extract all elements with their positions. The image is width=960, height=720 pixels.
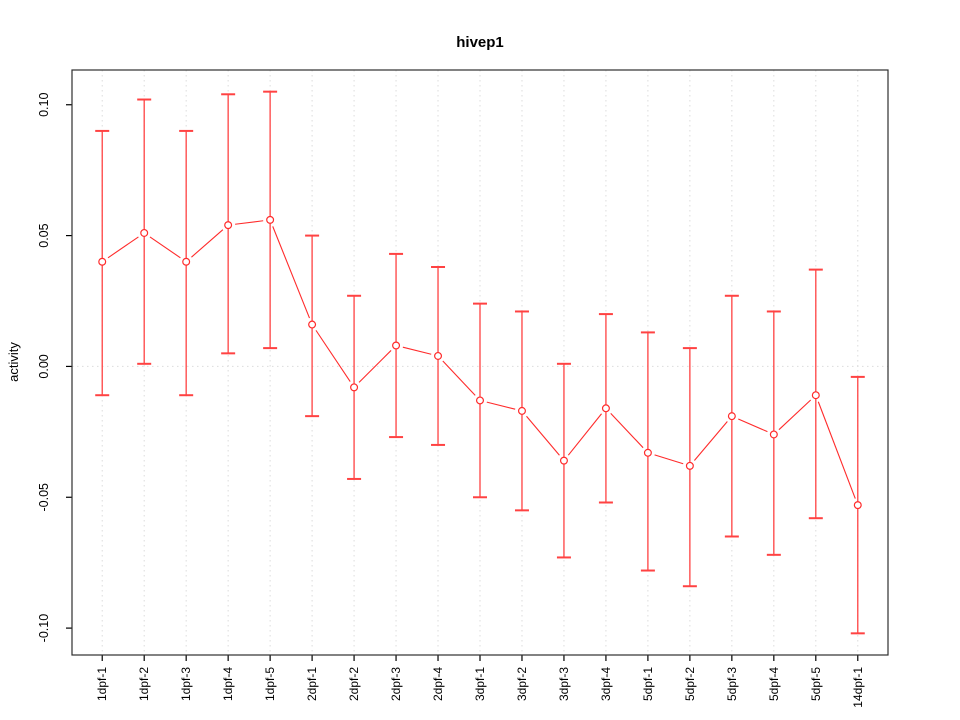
data-point bbox=[392, 341, 401, 350]
data-point bbox=[853, 501, 862, 510]
series-segment bbox=[738, 418, 768, 433]
data-point bbox=[601, 404, 610, 413]
data-point bbox=[98, 257, 107, 266]
series-segment bbox=[817, 401, 856, 499]
series-segment bbox=[610, 413, 644, 449]
chart-title: hivep1 bbox=[456, 34, 504, 51]
y-tick-label: -0.05 bbox=[37, 483, 51, 512]
y-tick-label: 0.00 bbox=[37, 354, 51, 378]
series-segment bbox=[402, 346, 432, 355]
data-point bbox=[727, 412, 736, 421]
series-segment bbox=[315, 330, 351, 382]
x-tick-label: 1dpf-3 bbox=[179, 667, 193, 701]
series-segment bbox=[693, 421, 728, 461]
data-point bbox=[434, 351, 443, 360]
data-point bbox=[182, 257, 191, 266]
y-tick-label: -0.10 bbox=[37, 614, 51, 643]
series-segment bbox=[107, 236, 139, 259]
x-tick-label: 5dpf-1 bbox=[641, 667, 655, 701]
series-segment bbox=[654, 454, 684, 465]
series-segment bbox=[235, 220, 264, 225]
data-point bbox=[685, 461, 694, 470]
series-segment bbox=[486, 401, 516, 410]
data-point bbox=[811, 391, 820, 400]
plot-box bbox=[71, 69, 889, 656]
x-tick-label: 1dpf-5 bbox=[263, 667, 277, 701]
series-segment bbox=[567, 413, 602, 456]
series-segment bbox=[358, 350, 392, 383]
x-tick-label: 3dpf-4 bbox=[599, 667, 613, 701]
series-segment bbox=[272, 226, 311, 319]
plot-area: -0.10 -0.05 0.00 0.05 0.10 1dpf-1 1dpf-2 1dpf-3… bbox=[37, 69, 889, 708]
x-tick-label: 2dpf-4 bbox=[431, 667, 445, 701]
y-tick-label: 0.10 bbox=[37, 93, 51, 117]
series-segment bbox=[149, 236, 181, 259]
data-point bbox=[266, 215, 275, 224]
data-point bbox=[643, 448, 652, 457]
data-point bbox=[308, 320, 317, 329]
x-tick-label: 2dpf-1 bbox=[305, 667, 319, 701]
x-tick-label: 1dpf-2 bbox=[137, 667, 151, 701]
y-tick-label: 0.05 bbox=[37, 223, 51, 247]
series-segment bbox=[778, 399, 812, 431]
data-point bbox=[350, 383, 359, 392]
x-tick-label: 5dpf-3 bbox=[725, 667, 739, 701]
data-point bbox=[476, 396, 485, 405]
data-point bbox=[224, 221, 233, 230]
x-tick-label: 3dpf-1 bbox=[473, 667, 487, 701]
x-tick-label: 2dpf-3 bbox=[389, 667, 403, 701]
x-tick-label: 5dpf-5 bbox=[809, 667, 823, 701]
x-tick-label: 14dpf-1 bbox=[851, 667, 865, 708]
x-tick-label: 1dpf-4 bbox=[221, 667, 235, 701]
x-tick-label: 2dpf-2 bbox=[347, 667, 361, 701]
data-point bbox=[769, 430, 778, 439]
y-axis-label: activity bbox=[6, 342, 21, 382]
series-segment bbox=[526, 415, 560, 456]
x-tick-label: 3dpf-3 bbox=[557, 667, 571, 701]
data-point bbox=[559, 456, 568, 465]
data-point bbox=[140, 228, 149, 237]
x-tick-label: 3dpf-2 bbox=[515, 667, 529, 701]
x-tick-label: 1dpf-1 bbox=[95, 667, 109, 701]
x-tick-label: 5dpf-2 bbox=[683, 667, 697, 701]
x-tick-label: 5dpf-4 bbox=[767, 667, 781, 701]
series-segment bbox=[191, 229, 224, 258]
data-point bbox=[517, 406, 526, 415]
series-segment bbox=[442, 360, 476, 396]
